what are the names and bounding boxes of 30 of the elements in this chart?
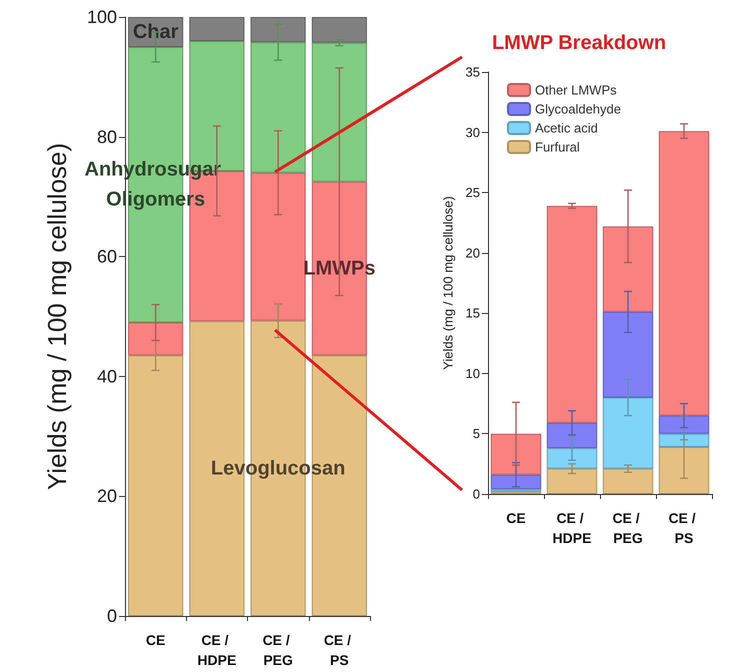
legend-label: Furfural [535,140,580,154]
x-tick-label: CE / HDPE [197,632,236,668]
y-tick-label: 30 [466,124,480,140]
y-tick-label: 80 [96,126,117,147]
y-tick-label: 10 [466,366,480,381]
y-tick-label: 0 [472,486,480,502]
x-tick-label: CE [146,632,166,648]
y-tick-label: 35 [466,64,480,80]
y-tick-label: 40 [96,366,117,386]
y-tick-label: 20 [96,486,117,506]
x-tick-label: CE / PEG [262,632,294,668]
y-tick-label: 20 [466,245,480,260]
y-tick-label: 5 [472,426,480,442]
x-tick-label: CE / PS [668,510,700,546]
x-tick-label: CE / PEG [612,510,644,546]
legend-label: Other LMWPs [535,82,618,98]
y-tick-label: 15 [466,306,480,321]
chart-title: LMWP Breakdown [492,32,666,54]
x-tick-label: CE [506,510,526,526]
y-axis-title: Yields (mg / 100 mg cellulose) [42,142,72,490]
x-tick-label: CE / PS [324,632,355,668]
y-tick-label: 60 [96,246,117,267]
legend-label: Acetic acid [535,120,598,136]
series-label: Char [132,20,179,43]
y-tick-label: 0 [106,606,117,626]
x-tick-label: CE / HDPE [552,510,592,546]
legend-label: Glycoaldehyde [535,102,621,116]
y-tick-label: 25 [466,185,480,200]
y-axis-title: Yields (mg / 100 mg cellulose) [440,196,456,370]
y-tick-label: 100 [86,7,117,27]
